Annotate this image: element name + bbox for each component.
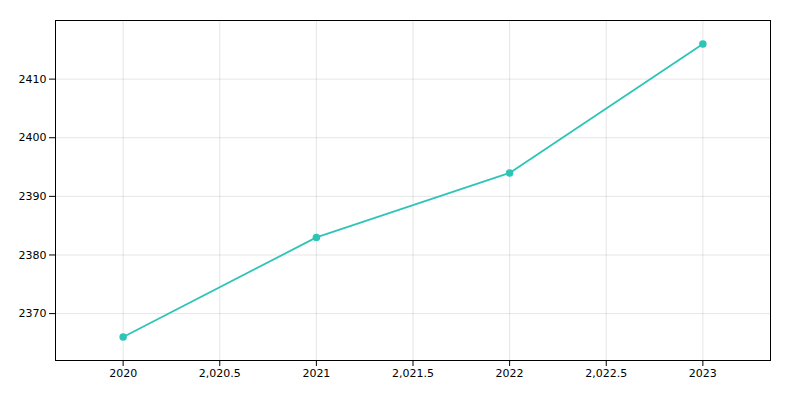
svg-text:2020: 2020: [109, 367, 137, 380]
svg-text:2390: 2390: [19, 190, 47, 203]
svg-text:2,020.5: 2,020.5: [199, 367, 241, 380]
svg-text:2410: 2410: [19, 73, 47, 86]
svg-text:2021: 2021: [302, 367, 330, 380]
svg-text:2400: 2400: [19, 131, 47, 144]
svg-text:2023: 2023: [689, 367, 717, 380]
svg-text:2380: 2380: [19, 249, 47, 262]
svg-text:2,021.5: 2,021.5: [392, 367, 434, 380]
svg-text:2,022.5: 2,022.5: [585, 367, 627, 380]
svg-text:2370: 2370: [19, 307, 47, 320]
svg-text:2022: 2022: [496, 367, 524, 380]
